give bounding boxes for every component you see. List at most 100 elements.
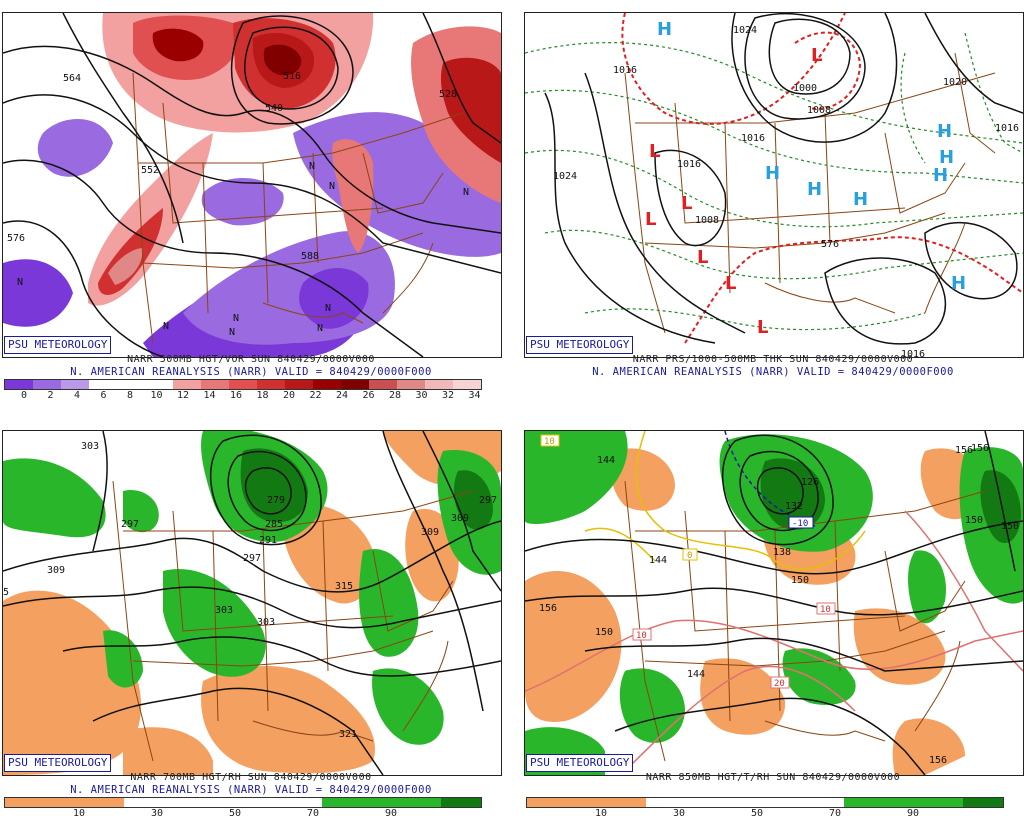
brand-label: PSU METEOROLOGY [526, 754, 634, 772]
temperature-label-box: 10 [632, 628, 652, 641]
contour-label: 150 [1001, 521, 1019, 532]
temperature-label-box: 0 [682, 548, 698, 561]
high-pressure-symbol: H [853, 189, 868, 210]
brand-label: PSU METEOROLOGY [4, 336, 112, 354]
colorbar-tick-label: 26 [362, 390, 375, 401]
height-contours [3, 13, 501, 357]
negative-center-symbol: N [17, 277, 23, 288]
contour-label: 144 [649, 555, 667, 566]
contour-label: 309 [451, 513, 469, 524]
negative-center-symbol: N [229, 327, 235, 338]
brand-label: PSU METEOROLOGY [526, 336, 634, 354]
contour-label: 576 [7, 233, 25, 244]
low-pressure-symbol: L [757, 317, 768, 338]
contour-label: 285 [265, 519, 283, 530]
political-boundaries [624, 52, 996, 334]
panel-subtitle: N. AMERICAN REANALYSIS (NARR) VALID = 84… [70, 784, 432, 796]
map-700mb-humidity: 303 309 297 279 285 291 297 315 309 303 … [2, 430, 502, 776]
isobar-label: 1016 [901, 349, 925, 357]
colorbar-tick-label: 10 [594, 808, 608, 819]
contour-label: 126 [801, 477, 819, 488]
panel-title: NARR 700MB HGT/RH SUN 840429/0000V000 [130, 772, 372, 783]
temperature-label-box: 20 [770, 676, 790, 689]
panel-title: NARR 500MB HGT/VOR SUN 840429/0000V000 [127, 354, 375, 365]
contour-label: 552 [141, 165, 159, 176]
low-pressure-symbol: L [697, 247, 708, 268]
height-contours [3, 431, 501, 775]
colorbar-labels: 0 2 4 6 8 10 12 14 16 18 20 22 24 26 28 30 32 34 [4, 390, 481, 404]
isobar-label: 1024 [733, 25, 757, 36]
isobar-contours [544, 13, 1023, 345]
negative-center-symbol: N [463, 187, 469, 198]
humidity-colorbar [4, 797, 482, 808]
political-boundaries [112, 480, 474, 762]
colorbar-tick-label: 0 [20, 390, 28, 401]
height-contours [525, 431, 1023, 775]
negative-center-symbol: N [233, 313, 239, 324]
low-pressure-symbol: L [645, 209, 656, 230]
colorbar-tick-label: 16 [229, 390, 243, 401]
negative-center-symbol: N [317, 323, 323, 334]
high-pressure-symbol: H [765, 163, 780, 184]
isobar-label: 1008 [807, 105, 831, 116]
colorbar-tick-label: 32 [441, 390, 455, 401]
colorbar-labels: 10 30 50 70 90 [4, 808, 480, 822]
colorbar-tick-label: 24 [335, 390, 349, 401]
vorticity-positive-shading [88, 13, 501, 306]
contour-label: 303 [215, 605, 233, 616]
isobar-label: 1016 [677, 159, 701, 170]
temperature-label-box: 10 [816, 602, 836, 615]
low-pressure-symbol: L [681, 193, 692, 214]
isobar-label: 1016 [741, 133, 765, 144]
low-pressure-symbol: L [811, 45, 822, 66]
contour-label: 5 [3, 587, 9, 598]
temperature-contours [525, 431, 1023, 772]
colorbar-tick-label: 4 [73, 390, 81, 401]
panel-850mb-temperature: 156 150 144 126 132 138 150 156 150 144 … [522, 418, 1024, 828]
colorbar-tick-label: 14 [203, 390, 216, 401]
panel-title: NARR 850MB HGT/T/RH SUN 840429/0000V000 [645, 772, 901, 783]
isobar-label: 1020 [943, 77, 967, 88]
panel-title: NARR PRS/1000-500MB THK SUN 840429/0000V… [632, 354, 914, 365]
colorbar-tick-label: 8 [126, 390, 134, 401]
very-moist-shading [760, 458, 1021, 543]
map-sea-level-pressure: 1024 1016 1008 1000 1008 1016 1020 1024 … [524, 12, 1024, 358]
contour-label: 150 [965, 515, 983, 526]
contour-label: 540 [265, 103, 283, 114]
high-pressure-symbol: H [933, 165, 948, 186]
vorticity-negative-shading [3, 112, 501, 357]
contour-label: 297 [479, 495, 497, 506]
contour-label: 156 [971, 443, 989, 454]
low-pressure-symbol: L [649, 141, 660, 162]
contour-label: 138 [773, 547, 791, 558]
map-500mb-vorticity: 564 576 552 540 516 528 588 N N N N N N … [2, 12, 502, 358]
vorticity-colorbar [4, 379, 482, 390]
colorbar-tick-label: 28 [388, 390, 402, 401]
high-pressure-symbol: H [951, 273, 966, 294]
panel-sea-level-pressure: 1024 1016 1008 1000 1008 1016 1020 1024 … [522, 0, 1024, 410]
humidity-colorbar [526, 797, 1004, 808]
temperature-label: 10 [820, 605, 831, 615]
isobar-label: 1016 [613, 65, 637, 76]
political-boundaries [132, 72, 464, 344]
colorbar-tick-label: 2 [47, 390, 54, 401]
contour-label: 156 [539, 603, 557, 614]
high-pressure-symbol: H [937, 121, 952, 142]
contour-label: 291 [259, 535, 277, 546]
negative-center-symbol: N [325, 303, 331, 314]
high-pressure-symbol: H [939, 147, 954, 168]
high-pressure-symbol: H [807, 179, 822, 200]
isobar-label: 1016 [995, 123, 1019, 134]
thickness-label: 576 [821, 239, 839, 250]
colorbar-tick-label: 30 [672, 808, 686, 819]
contour-label: 303 [257, 617, 275, 628]
colorbar-tick-label: 20 [282, 390, 296, 401]
colorbar-tick-label: 70 [828, 808, 842, 819]
high-pressure-symbol: H [657, 19, 672, 40]
colorbar-tick-label: 10 [72, 808, 86, 819]
brand-label: PSU METEOROLOGY [4, 754, 112, 772]
colorbar-tick-label: 50 [750, 808, 764, 819]
panel-subtitle: N. AMERICAN REANALYSIS (NARR) VALID = 84… [70, 366, 432, 378]
panel-700mb-humidity: 303 309 297 279 285 291 297 315 309 303 … [0, 418, 502, 828]
contour-label: 150 [791, 575, 809, 586]
